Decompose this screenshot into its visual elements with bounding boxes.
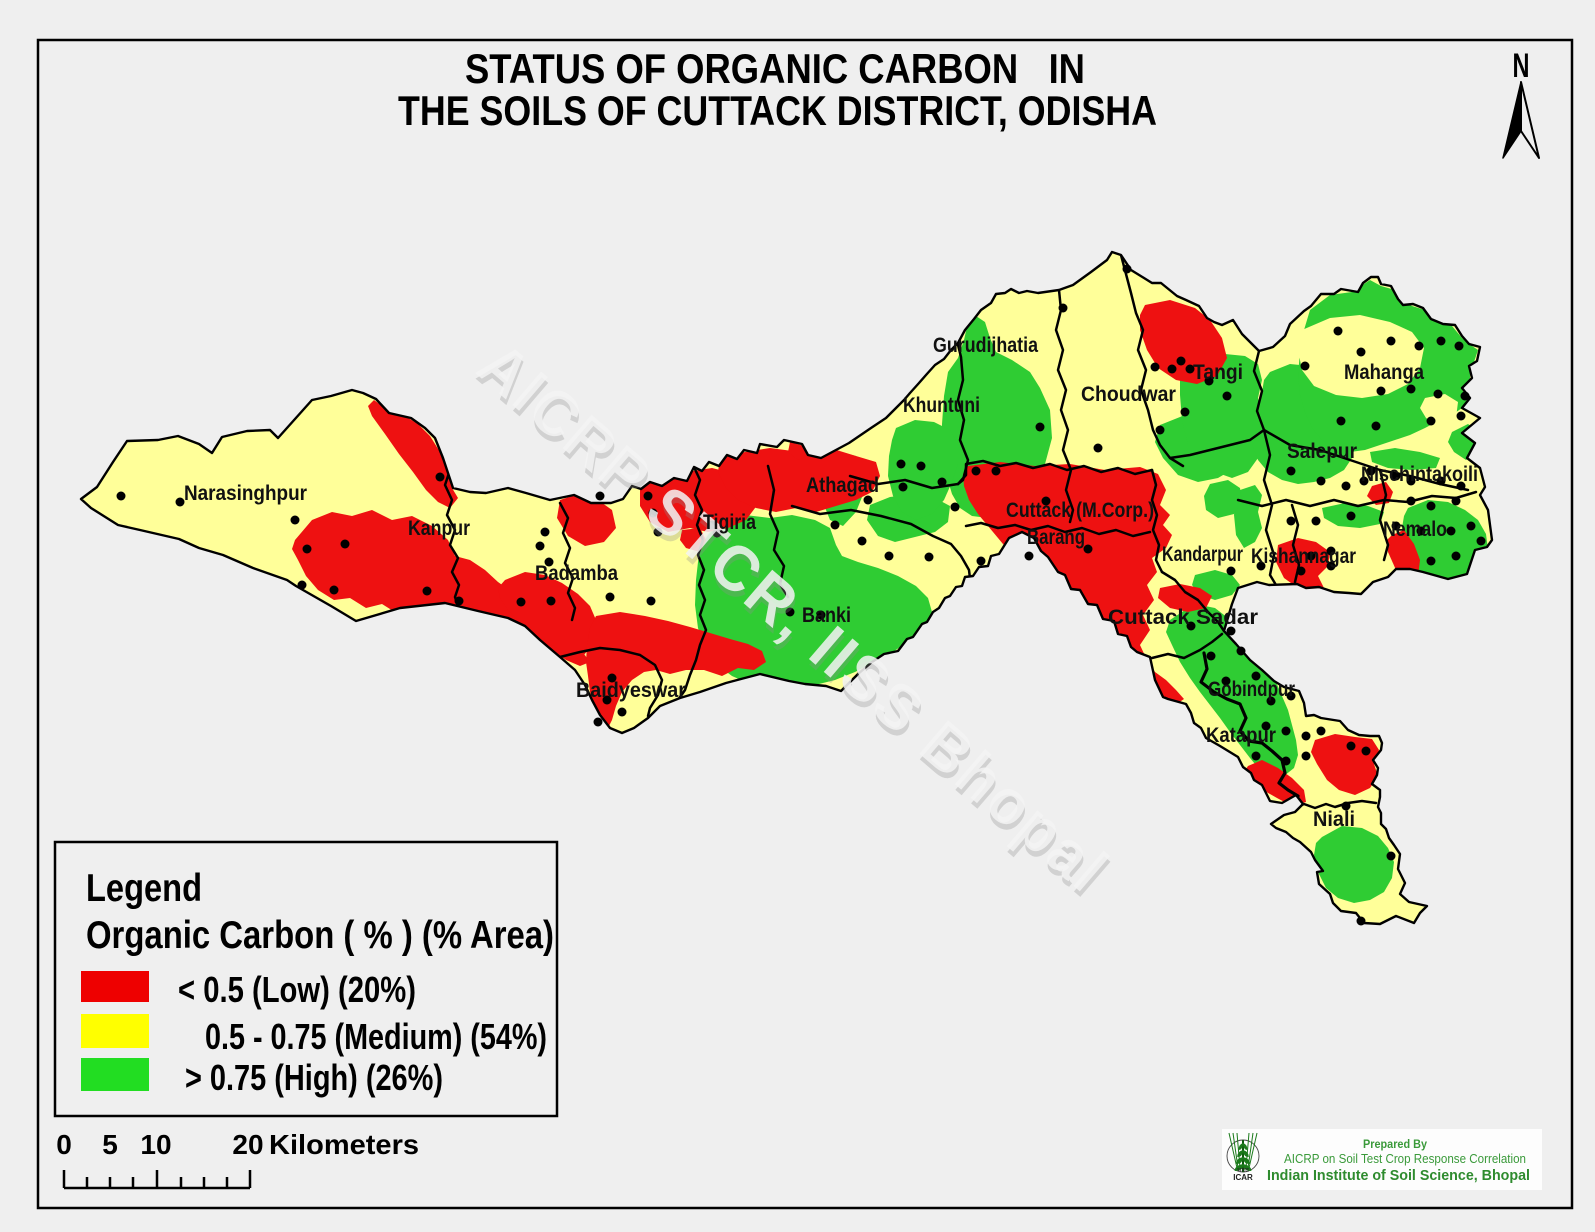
svg-text:N: N — [1513, 47, 1530, 85]
svg-text:Tigiria: Tigiria — [703, 511, 756, 534]
svg-text:THE SOILS OF CUTTACK DISTRICT,: THE SOILS OF CUTTACK DISTRICT, ODISHA — [398, 87, 1157, 134]
svg-text:Legend: Legend — [86, 867, 202, 910]
svg-text:Prepared By: Prepared By — [1363, 1137, 1427, 1151]
svg-text:Organic Carbon ( % ) (% Area): Organic Carbon ( % ) (% Area) — [86, 914, 554, 957]
svg-text:Baidyeswar: Baidyeswar — [576, 679, 686, 702]
svg-text:0.5 - 0.75 (Medium) (54%): 0.5 - 0.75 (Medium) (54%) — [205, 1016, 547, 1057]
svg-text:AICRP on Soil Test Crop Respon: AICRP on Soil Test Crop Response Correla… — [1284, 1152, 1526, 1166]
svg-text:Athagad: Athagad — [806, 474, 879, 497]
svg-text:Niali: Niali — [1313, 808, 1355, 831]
svg-text:Indian Institute of Soil Scien: Indian Institute of Soil Science, Bhopal — [1267, 1168, 1530, 1184]
svg-text:भारत: भारत — [1237, 1168, 1249, 1174]
svg-text:Choudwar: Choudwar — [1081, 383, 1176, 406]
svg-text:ICAR: ICAR — [1233, 1173, 1253, 1182]
svg-text:Tangi: Tangi — [1193, 361, 1243, 384]
svg-text:Mahanga: Mahanga — [1344, 361, 1424, 384]
svg-text:Kilometers: Kilometers — [269, 1129, 419, 1160]
svg-text:STATUS OF ORGANIC CARBON IN: STATUS OF ORGANIC CARBON IN — [465, 45, 1085, 92]
svg-text:5: 5 — [102, 1129, 118, 1160]
svg-text:Kandarpur: Kandarpur — [1162, 543, 1243, 566]
svg-text:Katapur: Katapur — [1206, 724, 1276, 747]
svg-text:> 0.75 (High) (26%): > 0.75 (High) (26%) — [185, 1057, 443, 1098]
svg-text:Cuttack (M.Corp.): Cuttack (M.Corp.) — [1006, 499, 1154, 522]
svg-text:0: 0 — [56, 1129, 72, 1160]
svg-text:Kishannagar: Kishannagar — [1251, 545, 1356, 568]
svg-text:20: 20 — [232, 1129, 263, 1160]
svg-text:Badamba: Badamba — [535, 562, 618, 585]
svg-text:10: 10 — [140, 1129, 171, 1160]
svg-text:Barang: Barang — [1027, 526, 1085, 549]
svg-text:Cuttack Sadar: Cuttack Sadar — [1108, 606, 1258, 629]
svg-text:Kanpur: Kanpur — [408, 517, 470, 540]
svg-text:Salepur: Salepur — [1287, 440, 1357, 463]
svg-text:Khuntuni: Khuntuni — [903, 394, 980, 417]
svg-text:Gurudijhatia: Gurudijhatia — [933, 334, 1038, 357]
svg-text:Nischintakoili: Nischintakoili — [1361, 463, 1478, 486]
svg-text:Banki: Banki — [802, 604, 851, 627]
svg-text:Gobindpur: Gobindpur — [1208, 678, 1295, 701]
svg-text:Narasinghpur: Narasinghpur — [184, 482, 307, 505]
svg-text:< 0.5 (Low) (20%): < 0.5 (Low) (20%) — [178, 969, 416, 1010]
svg-text:Nemalo: Nemalo — [1383, 518, 1447, 541]
